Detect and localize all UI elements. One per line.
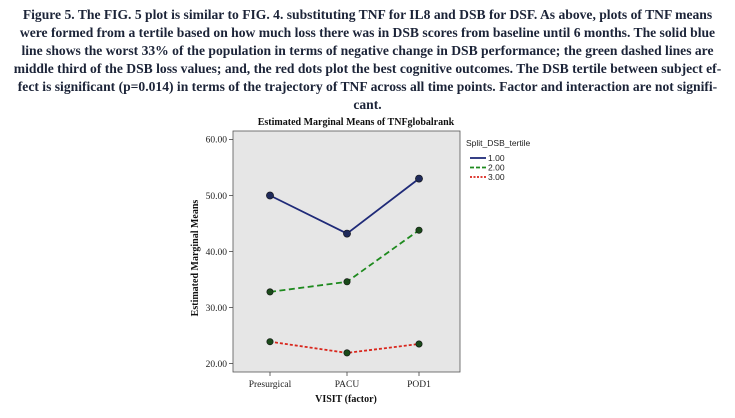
x-tick-label: POD1 (407, 380, 431, 390)
y-tick-label: 40.00 (206, 248, 228, 258)
data-point (415, 226, 423, 234)
caption-line: fect is significant (p=0.014) in terms o… (17, 79, 718, 94)
x-tick-label: PACU (335, 380, 360, 390)
data-point (266, 288, 274, 296)
y-tick-label: 20.00 (206, 360, 228, 370)
legend-entry: 1.00 (488, 153, 505, 163)
data-point (266, 338, 274, 346)
x-axis-label: VISIT (factor) (315, 394, 377, 405)
chart-title: Estimated Marginal Means of TNFglobalran… (258, 117, 455, 128)
y-axis-label: Estimated Marginal Means (190, 200, 201, 317)
figure-caption: Figure 5. The FIG. 5 plot is similar to … (6, 6, 729, 114)
x-tick-label: Presurgical (249, 380, 292, 390)
series-group (266, 174, 423, 357)
legend: Split_DSB_tertile 1.002.003.00 (466, 138, 531, 182)
data-point (343, 278, 351, 286)
data-point (266, 191, 274, 200)
y-axis: 20.00 30.00 40.00 50.00 60.00 (206, 136, 233, 370)
caption-line: line shows the worst 33% of the populati… (21, 43, 714, 58)
y-tick-label: 50.00 (206, 192, 228, 202)
y-tick-label: 60.00 (206, 136, 228, 146)
caption-line: cant. (353, 97, 382, 112)
legend-title: Split_DSB_tertile (466, 138, 531, 148)
data-point (415, 340, 423, 348)
x-axis: Presurgical PACU POD1 (249, 372, 431, 390)
data-point (415, 174, 423, 183)
legend-entry: 3.00 (488, 172, 505, 182)
data-point (343, 229, 351, 238)
plot-area (232, 130, 461, 373)
data-point (343, 349, 351, 357)
caption-line: middle third of the DSB loss values; and… (13, 61, 722, 76)
caption-line: were formed from a tertile based on how … (19, 25, 716, 40)
legend-entry: 2.00 (488, 163, 505, 173)
y-tick-label: 30.00 (206, 304, 228, 314)
caption-line: Figure 5. The FIG. 5 plot is similar to … (22, 7, 713, 22)
